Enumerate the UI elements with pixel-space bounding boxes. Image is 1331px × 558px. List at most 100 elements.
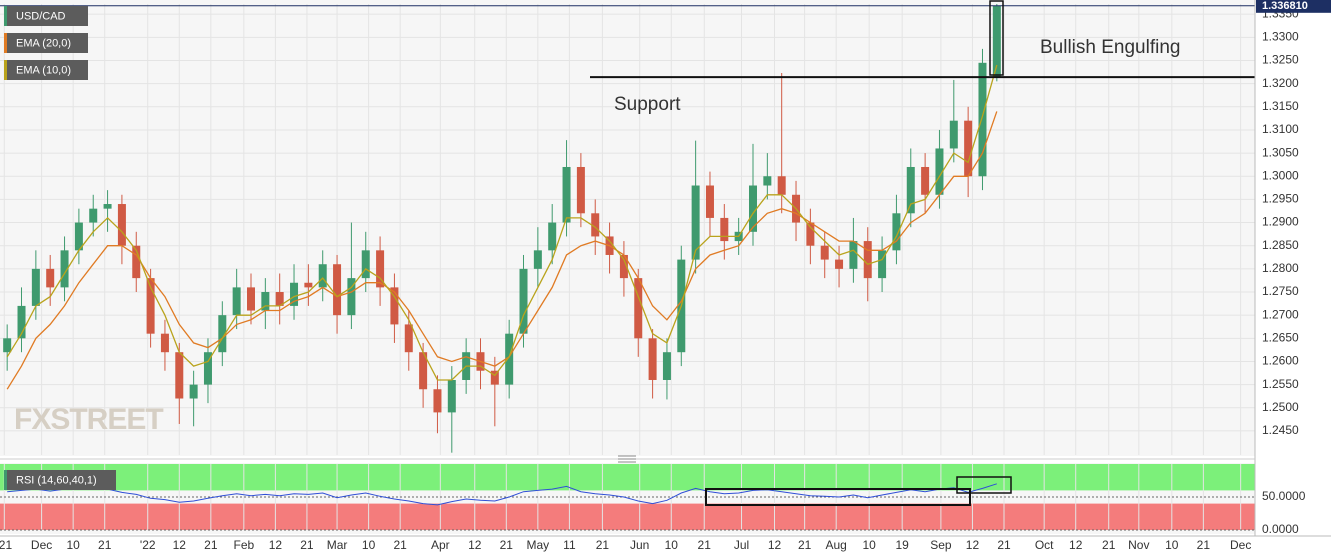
legend-box[interactable] bbox=[4, 33, 88, 53]
candle-body bbox=[863, 241, 872, 279]
x-tick-label: Aug bbox=[826, 538, 847, 552]
y-tick-label: 1.2450 bbox=[1262, 423, 1299, 437]
candle-body bbox=[935, 148, 944, 195]
rsi-breakout-box bbox=[956, 476, 1012, 494]
candle-body bbox=[519, 268, 528, 334]
candle-body bbox=[533, 250, 542, 269]
candle-body bbox=[662, 352, 671, 380]
x-tick-label: 19 bbox=[895, 538, 909, 552]
candle-body bbox=[175, 352, 184, 399]
candle-body bbox=[132, 245, 141, 279]
candle-body bbox=[447, 379, 456, 413]
last-price-tag bbox=[1256, 0, 1331, 13]
candle-body bbox=[505, 333, 514, 385]
y-tick-label: 1.3050 bbox=[1262, 145, 1299, 159]
x-tick-label: 12 bbox=[966, 538, 980, 552]
x-tick-label: Dec bbox=[31, 538, 52, 552]
candle-body bbox=[906, 166, 915, 214]
candle-body bbox=[160, 333, 169, 353]
x-tick-label: 10 bbox=[66, 538, 80, 552]
watermark: FXSTREET bbox=[14, 403, 163, 436]
legend-box[interactable] bbox=[4, 470, 116, 490]
x-tick-label: Apr bbox=[431, 538, 450, 552]
candle-body bbox=[261, 292, 270, 311]
legend-label: RSI (14,60,40,1) bbox=[16, 474, 97, 486]
pane-handle[interactable] bbox=[618, 455, 636, 463]
line bbox=[6, 111, 998, 390]
y-tick-label: 1.2600 bbox=[1262, 354, 1299, 368]
candle-body bbox=[404, 324, 413, 353]
x-tick-label: '22 bbox=[140, 538, 156, 552]
candle-body bbox=[347, 278, 356, 316]
candle-body bbox=[433, 389, 442, 413]
x-tick-label: 21 bbox=[798, 538, 812, 552]
y-tick-label: 1.2700 bbox=[1262, 307, 1299, 321]
candle-body bbox=[878, 250, 887, 279]
legend-label: EMA (10,0) bbox=[16, 64, 71, 76]
candle-body bbox=[562, 166, 571, 223]
x-tick-label: 21 bbox=[393, 538, 407, 552]
candle-body bbox=[74, 222, 83, 251]
x-tick-label: 21 bbox=[698, 538, 712, 552]
x-tick-label: Nov bbox=[1128, 538, 1149, 552]
x-tick-label: 21 bbox=[1197, 538, 1211, 552]
rsi-band bbox=[0, 503, 1255, 530]
y-tick-label: 1.3150 bbox=[1262, 99, 1299, 113]
candle-body bbox=[648, 338, 657, 380]
annotation: Support bbox=[614, 94, 681, 115]
candle-body bbox=[548, 222, 557, 251]
line bbox=[7, 483, 997, 506]
legend-swatch bbox=[4, 60, 7, 80]
y-tick-label: 1.2500 bbox=[1262, 400, 1299, 414]
y-tick-label: 1.2800 bbox=[1262, 261, 1299, 275]
y-tick-label: 1.2900 bbox=[1262, 215, 1299, 229]
candle-body bbox=[333, 264, 342, 316]
candle-body bbox=[117, 204, 126, 246]
candle-body bbox=[619, 254, 628, 279]
candle-body bbox=[691, 185, 700, 260]
candle-body bbox=[964, 120, 973, 177]
candle-body bbox=[146, 278, 155, 334]
annotation: Bullish Engulfing bbox=[1040, 37, 1180, 58]
x-tick-label: 21 bbox=[1102, 538, 1116, 552]
candle-body bbox=[361, 250, 370, 279]
x-tick-label: 12 bbox=[173, 538, 187, 552]
candle-body bbox=[921, 166, 930, 195]
legend-swatch bbox=[4, 470, 7, 490]
y-tick-label: 1.3250 bbox=[1262, 53, 1299, 67]
y-tick-label: 1.3300 bbox=[1262, 30, 1299, 44]
candle-body bbox=[949, 120, 958, 149]
x-tick-label: May bbox=[527, 538, 550, 552]
x-tick-label: 11 bbox=[563, 538, 576, 552]
candle-body bbox=[591, 213, 600, 237]
y-tick-label: 1.2750 bbox=[1262, 284, 1299, 298]
candle-body bbox=[390, 287, 399, 325]
x-tick-label: 10 bbox=[862, 538, 876, 552]
rsi-range-box bbox=[705, 488, 971, 506]
x-tick-label: Oct bbox=[1035, 538, 1054, 552]
x-tick-label: Feb bbox=[233, 538, 254, 552]
legend-box[interactable] bbox=[4, 6, 88, 26]
y-tick-label: 1.2850 bbox=[1262, 238, 1299, 252]
legend-label: USD/CAD bbox=[16, 10, 66, 22]
x-tick-label: 10 bbox=[1165, 538, 1179, 552]
line bbox=[6, 64, 998, 381]
underlay bbox=[0, 4, 1255, 531]
x-tick-label: 21 bbox=[204, 538, 218, 552]
candle-body bbox=[275, 292, 284, 306]
candle-body bbox=[247, 287, 255, 311]
legend-swatch bbox=[4, 6, 7, 26]
candle-body bbox=[46, 268, 55, 288]
x-tick-label: 21 bbox=[997, 538, 1011, 552]
legend-swatch bbox=[4, 33, 7, 53]
x-tick-label: 12 bbox=[468, 538, 482, 552]
legend-box[interactable] bbox=[4, 60, 88, 80]
candle-body bbox=[892, 213, 901, 251]
last-price-label: 1.336810 bbox=[1262, 0, 1308, 12]
rsi-band bbox=[0, 464, 1255, 491]
candle-body bbox=[720, 217, 729, 242]
candle-body bbox=[304, 282, 313, 288]
x-tick-label: 12 bbox=[269, 538, 283, 552]
